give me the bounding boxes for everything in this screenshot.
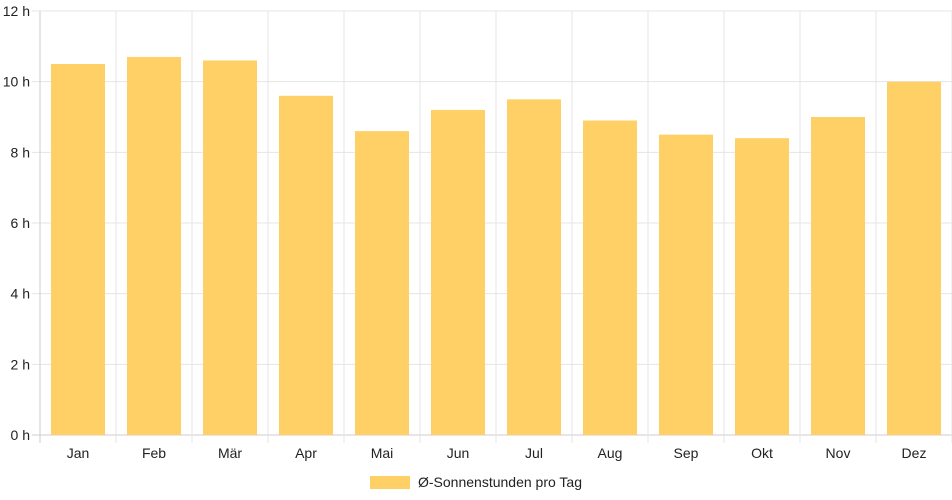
y-tick-label: 8 h — [11, 144, 30, 160]
tick-labels: 0 h 2 h 4 h 6 h 8 h 10 h 12 h Jan Feb Mär Apr Mai Ju… — [3, 3, 927, 461]
y-tick-label: 4 h — [11, 286, 30, 302]
bar[interactable] — [127, 56, 181, 435]
x-tick-label: Jul — [525, 445, 543, 461]
y-tick-label: 6 h — [11, 215, 30, 231]
legend-label: Ø-Sonnenstunden pro Tag — [418, 474, 582, 490]
x-tick-label: Nov — [826, 445, 851, 461]
y-tick-label: 2 h — [11, 356, 30, 372]
bar[interactable] — [51, 64, 105, 435]
bar[interactable] — [203, 60, 257, 435]
x-tick-label: Okt — [751, 445, 773, 461]
x-tick-label: Jun — [447, 445, 470, 461]
x-tick-label: Apr — [295, 445, 317, 461]
bar[interactable] — [887, 81, 941, 436]
x-tick-label: Jan — [67, 445, 90, 461]
x-tick-label: Sep — [674, 445, 699, 461]
x-tick-label: Mai — [371, 445, 394, 461]
x-tick-label: Aug — [598, 445, 623, 461]
x-tick-label: Dez — [902, 445, 927, 461]
bars — [51, 56, 941, 436]
legend-swatch — [370, 475, 410, 489]
bar[interactable] — [279, 95, 333, 436]
y-tick-label: 0 h — [11, 427, 30, 443]
y-tick-label: 12 h — [3, 3, 30, 19]
bar[interactable] — [659, 134, 713, 435]
x-tick-label: Feb — [142, 445, 166, 461]
bar[interactable] — [507, 99, 561, 435]
grid-lines — [32, 10, 952, 443]
bar-chart: 0 h 2 h 4 h 6 h 8 h 10 h 12 h Jan Feb Mär Apr Mai Ju… — [3, 3, 952, 461]
legend[interactable]: Ø-Sonnenstunden pro Tag — [0, 472, 952, 492]
bar[interactable] — [811, 117, 865, 435]
bar[interactable] — [355, 131, 409, 435]
x-tick-label: Mär — [218, 445, 242, 461]
bar[interactable] — [583, 120, 637, 436]
bar[interactable] — [735, 138, 789, 435]
y-tick-label: 10 h — [3, 74, 30, 90]
bar[interactable] — [431, 109, 485, 435]
